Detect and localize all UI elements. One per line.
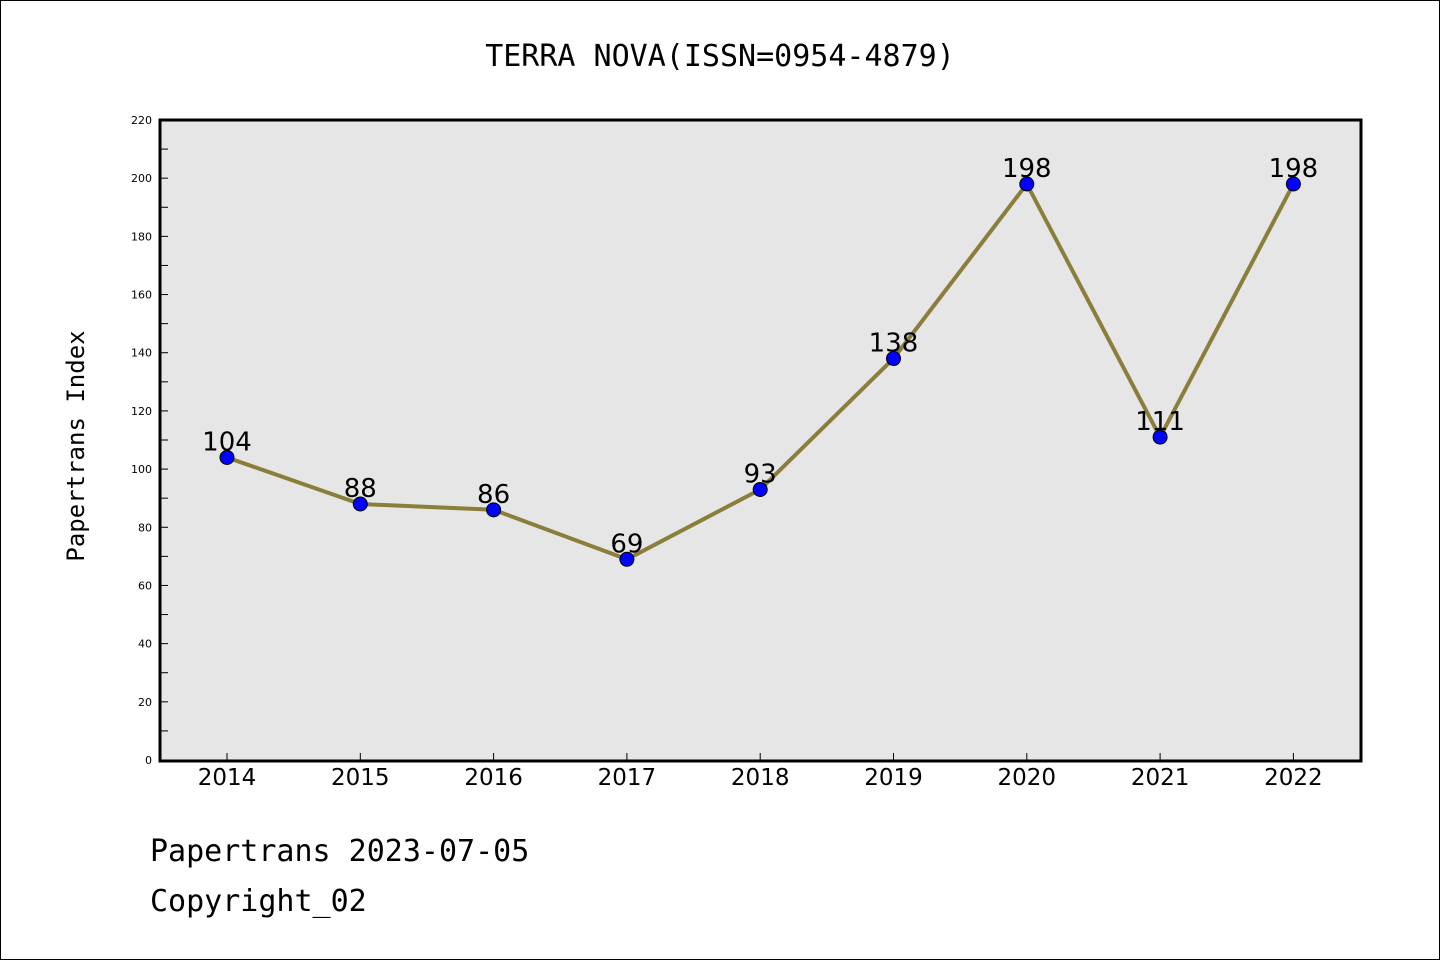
y-axis: 0 20 40 60 80 100 120 140 160 180 200 220: [131, 114, 168, 767]
y-tick-label: 200: [131, 172, 152, 185]
y-tick-label: 140: [131, 347, 152, 360]
data-point: [486, 502, 502, 518]
data-point: [886, 351, 901, 367]
x-tick-label: 2020: [998, 765, 1057, 791]
data-label: 88: [344, 474, 377, 504]
data-label: 198: [1002, 154, 1052, 184]
x-tick-label: 2014: [198, 765, 257, 791]
x-tick-label: 2018: [731, 765, 790, 791]
data-point: [619, 551, 635, 567]
data-label: 86: [477, 480, 510, 510]
data-point: [1019, 176, 1035, 192]
y-tick-label: 0: [145, 754, 152, 767]
x-tick-label: 2016: [464, 765, 523, 791]
x-tick-label: 2021: [1131, 765, 1190, 791]
plot-area: [158, 118, 1363, 763]
series-layer: 104 88 86 69 93 138 198 111 198: [202, 154, 1319, 567]
x-axis: 2014 2015 2016 2017 2018 2019 2020 2021 2022: [198, 753, 1323, 791]
data-label: 111: [1135, 407, 1185, 437]
y-tick-label: 20: [138, 696, 152, 709]
y-tick-label: 120: [131, 405, 152, 418]
y-tick-label: 60: [138, 579, 152, 592]
y-axis-label: Papertrans Index: [62, 330, 90, 561]
data-label: 104: [202, 427, 252, 457]
data-label: 93: [744, 459, 777, 489]
x-tick-label: 2019: [864, 765, 923, 791]
chart-title: TERRA NOVA(ISSN=0954-4879): [485, 39, 955, 74]
data-label: 198: [1269, 154, 1319, 184]
x-tick-label: 2017: [598, 765, 657, 791]
y-tick-label: 180: [131, 230, 152, 243]
y-tick-label: 160: [131, 289, 152, 302]
y-tick-label: 80: [138, 521, 152, 534]
data-point: [1152, 429, 1168, 445]
footer-date: Papertrans 2023-07-05: [150, 834, 530, 869]
x-tick-label: 2022: [1264, 765, 1323, 791]
y-tick-label: 100: [131, 463, 152, 476]
y-tick-label: 40: [138, 638, 152, 651]
y-tick-label: 220: [131, 114, 152, 127]
data-point: [352, 496, 368, 512]
data-label: 69: [610, 529, 643, 559]
data-point: [1285, 176, 1301, 192]
data-label: 138: [869, 329, 919, 359]
data-point: [219, 449, 235, 465]
data-point: [752, 481, 768, 497]
x-tick-label: 2015: [331, 765, 390, 791]
footer-copyright: Copyright_02: [150, 884, 367, 919]
